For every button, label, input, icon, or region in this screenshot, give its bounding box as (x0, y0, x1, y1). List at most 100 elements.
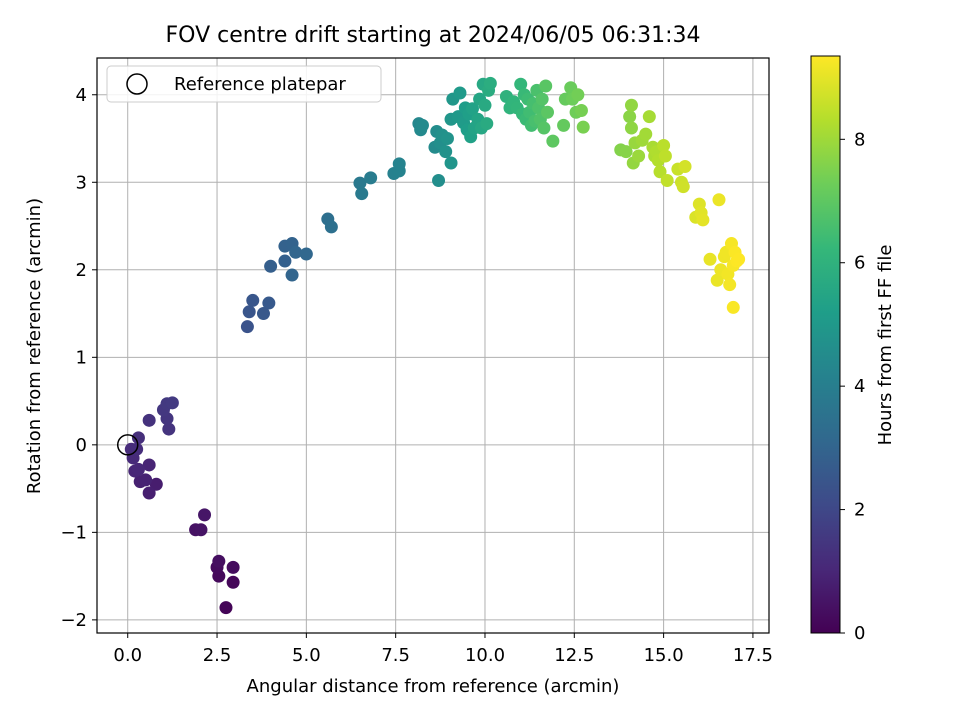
data-point (623, 110, 637, 124)
data-point (574, 104, 588, 118)
data-point (678, 160, 692, 174)
data-point (264, 259, 278, 273)
data-point (246, 293, 260, 307)
data-point (353, 176, 367, 190)
data-point (703, 252, 717, 266)
colorbar (810, 55, 841, 634)
data-point (541, 105, 555, 119)
data-point (624, 121, 638, 135)
data-point (299, 247, 313, 261)
data-point (642, 110, 656, 124)
data-point (439, 145, 453, 159)
x-tick-label: 17.5 (733, 645, 773, 666)
data-point (571, 88, 585, 102)
data-point (465, 102, 479, 116)
y-tick-label: 2 (76, 260, 87, 281)
data-point (546, 134, 560, 148)
data-point (653, 165, 667, 179)
data-point (198, 508, 212, 522)
x-tick-label: 0.0 (113, 645, 142, 666)
data-point (240, 320, 254, 334)
data-point (710, 273, 724, 287)
data-point (676, 180, 690, 194)
data-point (657, 139, 671, 153)
data-point (256, 307, 270, 321)
x-tick-label: 5.0 (292, 645, 321, 666)
data-point (142, 458, 156, 472)
data-point (242, 305, 256, 319)
data-point (732, 252, 746, 266)
data-point (480, 117, 494, 131)
colorbar-tick-label: 6 (854, 253, 865, 274)
legend-box (106, 65, 382, 103)
colorbar-tick-label: 4 (854, 376, 865, 397)
data-point (226, 575, 240, 589)
data-point (539, 79, 553, 93)
data-point (415, 118, 429, 132)
colorbar-label: Hours from first FF file (875, 245, 896, 446)
data-point (364, 171, 378, 185)
data-point (514, 77, 528, 91)
data-point (131, 431, 145, 445)
data-point (478, 98, 492, 112)
x-tick-label: 12.5 (554, 645, 594, 666)
data-point (537, 121, 551, 135)
colorbar-tick-label: 8 (854, 129, 865, 150)
scatter-points (124, 76, 746, 615)
data-point (723, 278, 737, 292)
chart-title: FOV centre drift starting at 2024/06/05 … (166, 23, 701, 48)
x-tick-label: 2.5 (203, 645, 232, 666)
data-point (142, 486, 156, 500)
data-point (632, 149, 646, 163)
data-point (658, 149, 672, 163)
colorbar-ticks: 0 2 4 6 8 (840, 129, 865, 644)
data-point (139, 473, 153, 487)
x-axis-label: Angular distance from reference (arcmin) (247, 676, 620, 697)
data-point (289, 245, 303, 259)
plot-frame (96, 57, 770, 634)
data-point (355, 187, 369, 201)
data-point (262, 296, 276, 310)
y-tick-label: 3 (76, 172, 87, 193)
data-point (557, 118, 571, 132)
data-point (619, 145, 633, 159)
data-point (639, 127, 653, 141)
data-point (142, 413, 156, 427)
data-point (660, 174, 674, 188)
x-axis-ticks: 0.0 2.5 5.0 7.5 10.0 12.5 15.0 17.5 (113, 633, 773, 666)
data-point (194, 523, 208, 537)
data-point (726, 300, 740, 314)
x-tick-label: 10.0 (465, 645, 505, 666)
x-tick-label: 7.5 (381, 645, 410, 666)
data-point (392, 157, 406, 171)
data-point (212, 554, 226, 568)
data-point (696, 213, 710, 227)
data-point (712, 193, 726, 207)
data-point (440, 132, 454, 146)
data-point (131, 462, 145, 476)
legend: Reference platepar (106, 65, 382, 103)
data-point (165, 396, 179, 410)
data-point (149, 477, 163, 491)
x-tick-label: 15.0 (644, 645, 684, 666)
legend-reference-marker (126, 73, 148, 95)
y-axis-ticks: −2 −1 0 1 2 3 4 (60, 85, 97, 631)
y-tick-label: 1 (76, 347, 87, 368)
y-tick-label: −1 (60, 522, 87, 543)
data-point (324, 220, 338, 234)
data-point (444, 156, 458, 170)
colorbar-tick-label: 0 (854, 623, 865, 644)
data-point (162, 422, 176, 436)
data-point (219, 601, 233, 615)
y-tick-label: 0 (76, 435, 87, 456)
data-point (453, 86, 467, 100)
data-point (535, 92, 549, 106)
data-point (483, 76, 497, 90)
data-point (576, 120, 590, 134)
data-point (278, 254, 292, 268)
y-axis-label: Rotation from reference (arcmin) (24, 198, 45, 494)
reference-platepar-marker (116, 434, 139, 456)
colorbar-tick-label: 2 (854, 500, 865, 521)
data-point (226, 560, 240, 574)
